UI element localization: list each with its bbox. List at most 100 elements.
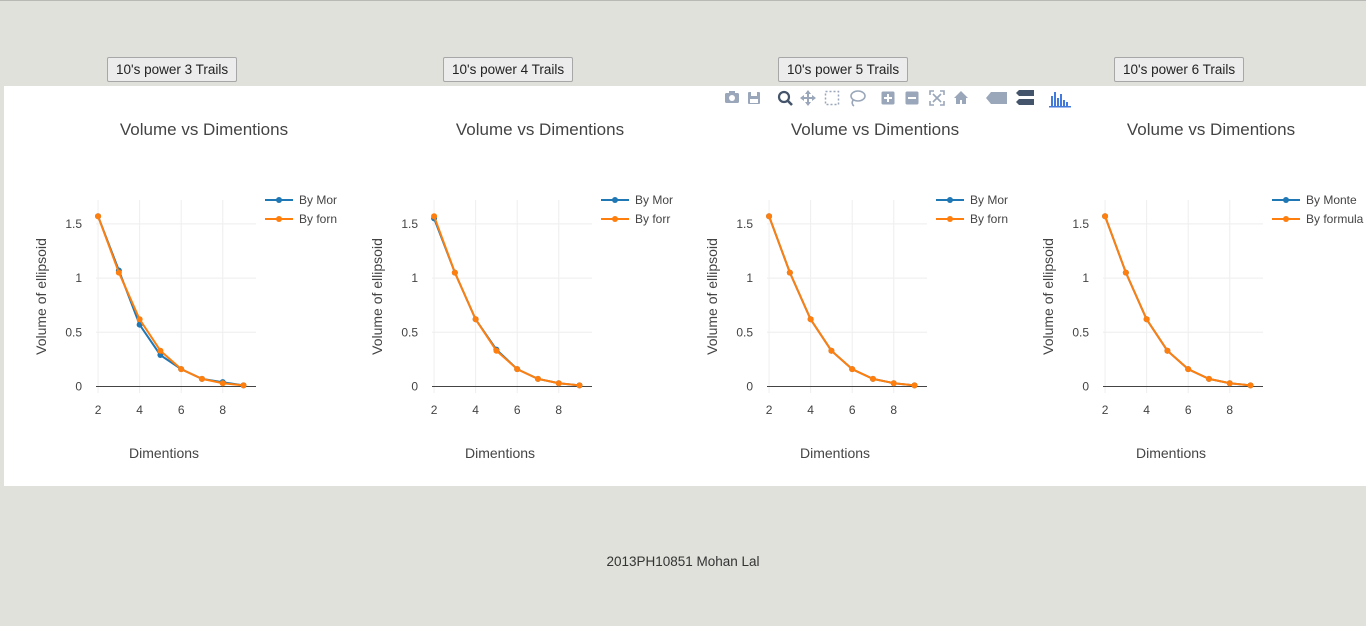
series-line-2 [97, 215, 244, 387]
zoom-icon[interactable] [777, 90, 793, 106]
data-point[interactable] [157, 352, 164, 359]
legend-entry[interactable]: By Monte [1306, 193, 1357, 207]
legend-swatch-marker [947, 216, 953, 222]
chart-3: Volume vs Dimentions 2 4 6 8 0 0.5 1 1.5 Dimentio… [704, 120, 1008, 461]
data-point[interactable] [555, 380, 562, 387]
chart-1: Volume vs Dimentions 2 4 6 8 0 0.5 1 1.5 Dimentio… [33, 120, 337, 461]
trail-button-power-5[interactable]: 10's power 5 Trails [778, 57, 909, 82]
data-point[interactable] [1122, 269, 1129, 276]
legend-entry[interactable]: By forr [635, 212, 670, 226]
trail-button-power-3[interactable]: 10's power 3 Trails [107, 57, 238, 82]
y-tick-label: 0.5 [1072, 325, 1089, 339]
x-tick-label: 2 [1102, 403, 1109, 417]
data-point[interactable] [178, 366, 185, 373]
legend-swatch-marker [1283, 216, 1289, 222]
x-tick-label: 6 [849, 403, 856, 417]
data-point[interactable] [786, 269, 793, 276]
legend-swatch-marker [612, 197, 618, 203]
data-point[interactable] [451, 269, 458, 276]
y-tick-label: 1 [746, 271, 753, 285]
plotly-logo-icon[interactable] [1049, 92, 1071, 108]
legend-entry[interactable]: By Mor [635, 193, 673, 207]
data-point[interactable] [576, 382, 583, 389]
y-tick-label: 0 [75, 379, 82, 393]
data-point[interactable] [890, 380, 897, 387]
legend-swatch-marker [1283, 197, 1289, 203]
data-point[interactable] [115, 269, 122, 276]
y-axis-label: Volume of ellipsoid [369, 238, 385, 355]
zoom-out-icon[interactable] [905, 91, 919, 105]
data-point[interactable] [1185, 366, 1192, 373]
chart-title: Volume vs Dimentions [791, 120, 959, 139]
x-tick-label: 8 [219, 403, 226, 417]
camera-icon[interactable] [725, 91, 739, 103]
y-tick-label: 0 [411, 379, 418, 393]
chart-title: Volume vs Dimentions [120, 120, 288, 139]
data-point[interactable] [1226, 380, 1233, 387]
legend-entry[interactable]: By forn [970, 212, 1008, 226]
data-point[interactable] [472, 316, 479, 323]
legend-entry[interactable]: By formula [1306, 212, 1364, 226]
y-tick-label: 1.5 [65, 217, 82, 231]
chart-2: Volume vs Dimentions 2 4 6 8 0 0.5 1 1.5 Dimentio… [369, 120, 673, 461]
data-point[interactable] [807, 316, 814, 323]
data-point[interactable] [493, 347, 500, 354]
y-axis-label: Volume of ellipsoid [1040, 238, 1056, 355]
x-tick-label: 6 [1185, 403, 1192, 417]
series-line-2 [433, 215, 580, 387]
data-point[interactable] [240, 382, 247, 389]
x-tick-label: 2 [95, 403, 102, 417]
legend-entry[interactable]: By Mor [970, 193, 1008, 207]
trail-button-power-4[interactable]: 10's power 4 Trails [443, 57, 574, 82]
data-point[interactable] [95, 213, 102, 220]
x-axis-label: Dimentions [800, 445, 870, 461]
data-point[interactable] [219, 380, 226, 387]
save-icon[interactable] [748, 92, 760, 104]
y-tick-label: 1.5 [401, 217, 418, 231]
legend-entry[interactable]: By Mor [299, 193, 337, 207]
trail-button-power-6[interactable]: 10's power 6 Trails [1114, 57, 1245, 82]
data-point[interactable] [869, 375, 876, 382]
data-point[interactable] [136, 316, 143, 323]
y-axis-label: Volume of ellipsoid [33, 238, 49, 355]
autoscale-icon[interactable] [929, 90, 945, 106]
data-point[interactable] [849, 366, 856, 373]
y-tick-label: 0.5 [401, 325, 418, 339]
x-axis-label: Dimentions [1136, 445, 1206, 461]
hover-closest-icon[interactable] [986, 92, 1007, 104]
x-tick-label: 6 [514, 403, 521, 417]
data-point[interactable] [198, 375, 205, 382]
y-tick-label: 0 [746, 379, 753, 393]
reset-axes-icon[interactable] [954, 91, 968, 104]
chart-title: Volume vs Dimentions [1127, 120, 1295, 139]
legend-swatch-marker [276, 216, 282, 222]
legend-swatch-marker [947, 197, 953, 203]
box-select-icon[interactable] [824, 90, 840, 106]
data-point[interactable] [1247, 382, 1254, 389]
data-point[interactable] [766, 213, 773, 220]
data-point[interactable] [1143, 316, 1150, 323]
y-tick-label: 0 [1082, 379, 1089, 393]
data-point[interactable] [534, 375, 541, 382]
plot-panel: Volume vs Dimentions 2 4 6 8 0 0.5 1 1.5 Dimentio… [4, 86, 1366, 486]
y-axis-label: Volume of ellipsoid [704, 238, 720, 355]
legend-entry[interactable]: By forn [299, 212, 337, 226]
data-point[interactable] [1205, 375, 1212, 382]
data-point[interactable] [157, 347, 164, 354]
data-point[interactable] [431, 213, 438, 220]
zoom-in-icon[interactable] [881, 91, 895, 105]
data-point[interactable] [1164, 347, 1171, 354]
lasso-select-icon[interactable] [850, 90, 866, 107]
data-point[interactable] [911, 382, 918, 389]
pan-icon[interactable] [800, 90, 816, 106]
y-tick-label: 0.5 [65, 325, 82, 339]
hover-compare-icon[interactable] [1016, 90, 1034, 105]
legend-swatch-marker [276, 197, 282, 203]
x-tick-label: 2 [431, 403, 438, 417]
data-point[interactable] [1102, 213, 1109, 220]
y-tick-label: 1 [1082, 271, 1089, 285]
data-point[interactable] [514, 366, 521, 373]
data-point[interactable] [828, 347, 835, 354]
y-tick-label: 1.5 [1072, 217, 1089, 231]
y-tick-label: 1 [411, 271, 418, 285]
